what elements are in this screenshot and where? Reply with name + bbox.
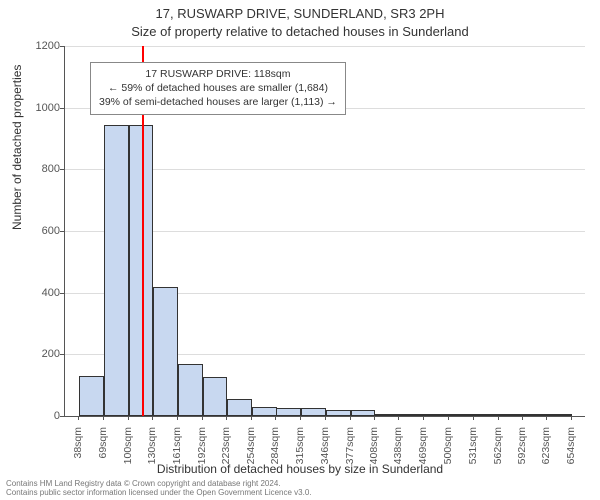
xtick-mark: [546, 416, 547, 420]
histogram-bar: [498, 414, 523, 416]
histogram-bar: [375, 414, 400, 416]
histogram-bar: [79, 376, 104, 416]
ytick-label: 400: [24, 287, 60, 299]
footer-line-2: Contains public sector information licen…: [6, 488, 312, 498]
histogram-bar: [474, 414, 499, 416]
chart-container: 17, RUSWARP DRIVE, SUNDERLAND, SR3 2PH S…: [0, 0, 600, 500]
xtick-mark: [398, 416, 399, 420]
histogram-bar: [326, 410, 351, 416]
xtick-mark: [202, 416, 203, 420]
histogram-bar: [424, 414, 449, 416]
xtick-mark: [448, 416, 449, 420]
histogram-bar: [399, 414, 424, 416]
info-line-3: 39% of semi-detached houses are larger (…: [99, 95, 337, 109]
xtick-mark: [423, 416, 424, 420]
histogram-bar: [301, 408, 326, 416]
plot-area: 17 RUSWARP DRIVE: 118sqm ← 59% of detach…: [64, 46, 585, 417]
xtick-mark: [498, 416, 499, 420]
footer-attribution: Contains HM Land Registry data © Crown c…: [6, 479, 312, 498]
x-axis-label: Distribution of detached houses by size …: [0, 462, 600, 476]
histogram-bar: [449, 414, 474, 416]
ytick-label: 1000: [24, 102, 60, 114]
histogram-bar: [153, 287, 178, 417]
xtick-mark: [128, 416, 129, 420]
xtick-mark: [350, 416, 351, 420]
ytick-label: 600: [24, 225, 60, 237]
ytick-label: 200: [24, 348, 60, 360]
xtick-mark: [325, 416, 326, 420]
histogram-bar: [227, 399, 252, 416]
ytick-label: 800: [24, 163, 60, 175]
info-box: 17 RUSWARP DRIVE: 118sqm ← 59% of detach…: [90, 62, 346, 115]
xtick-mark: [251, 416, 252, 420]
y-axis-label: Number of detached properties: [10, 65, 24, 230]
xtick-mark: [275, 416, 276, 420]
histogram-bar: [178, 364, 203, 416]
histogram-bar: [547, 414, 572, 416]
histogram-bar: [523, 414, 548, 416]
histogram-bar: [203, 377, 228, 416]
chart-title-line1: 17, RUSWARP DRIVE, SUNDERLAND, SR3 2PH: [0, 6, 600, 21]
histogram-bar: [104, 125, 129, 416]
xtick-mark: [300, 416, 301, 420]
xtick-mark: [571, 416, 572, 420]
chart-title-line2: Size of property relative to detached ho…: [0, 24, 600, 39]
histogram-bar: [129, 125, 154, 416]
xtick-mark: [226, 416, 227, 420]
xtick-mark: [374, 416, 375, 420]
xtick-mark: [103, 416, 104, 420]
xtick-mark: [152, 416, 153, 420]
histogram-bar: [276, 408, 301, 416]
ytick-label: 0: [24, 410, 60, 422]
histogram-bar: [252, 407, 277, 416]
xtick-mark: [473, 416, 474, 420]
info-line-1: 17 RUSWARP DRIVE: 118sqm: [99, 67, 337, 81]
histogram-bar: [351, 410, 376, 416]
xtick-mark: [78, 416, 79, 420]
info-line-2: ← 59% of detached houses are smaller (1,…: [99, 81, 337, 95]
ytick-label: 1200: [24, 40, 60, 52]
footer-line-1: Contains HM Land Registry data © Crown c…: [6, 479, 312, 489]
xtick-mark: [177, 416, 178, 420]
xtick-mark: [522, 416, 523, 420]
